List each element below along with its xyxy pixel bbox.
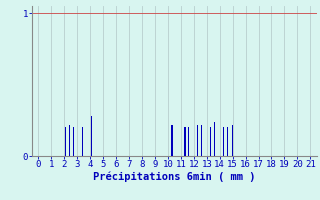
Bar	[171, 125, 172, 156]
Bar	[232, 125, 233, 156]
Bar	[69, 125, 70, 156]
Bar	[214, 122, 215, 156]
Bar	[227, 127, 228, 156]
Bar	[82, 127, 83, 156]
Bar	[197, 125, 198, 156]
Bar	[188, 127, 189, 156]
Bar	[91, 116, 92, 156]
Bar	[223, 127, 224, 156]
Bar	[201, 125, 202, 156]
Bar	[210, 127, 212, 156]
X-axis label: Précipitations 6min ( mm ): Précipitations 6min ( mm )	[93, 172, 256, 182]
Bar	[184, 127, 186, 156]
Bar	[73, 127, 74, 156]
Bar	[65, 127, 67, 156]
